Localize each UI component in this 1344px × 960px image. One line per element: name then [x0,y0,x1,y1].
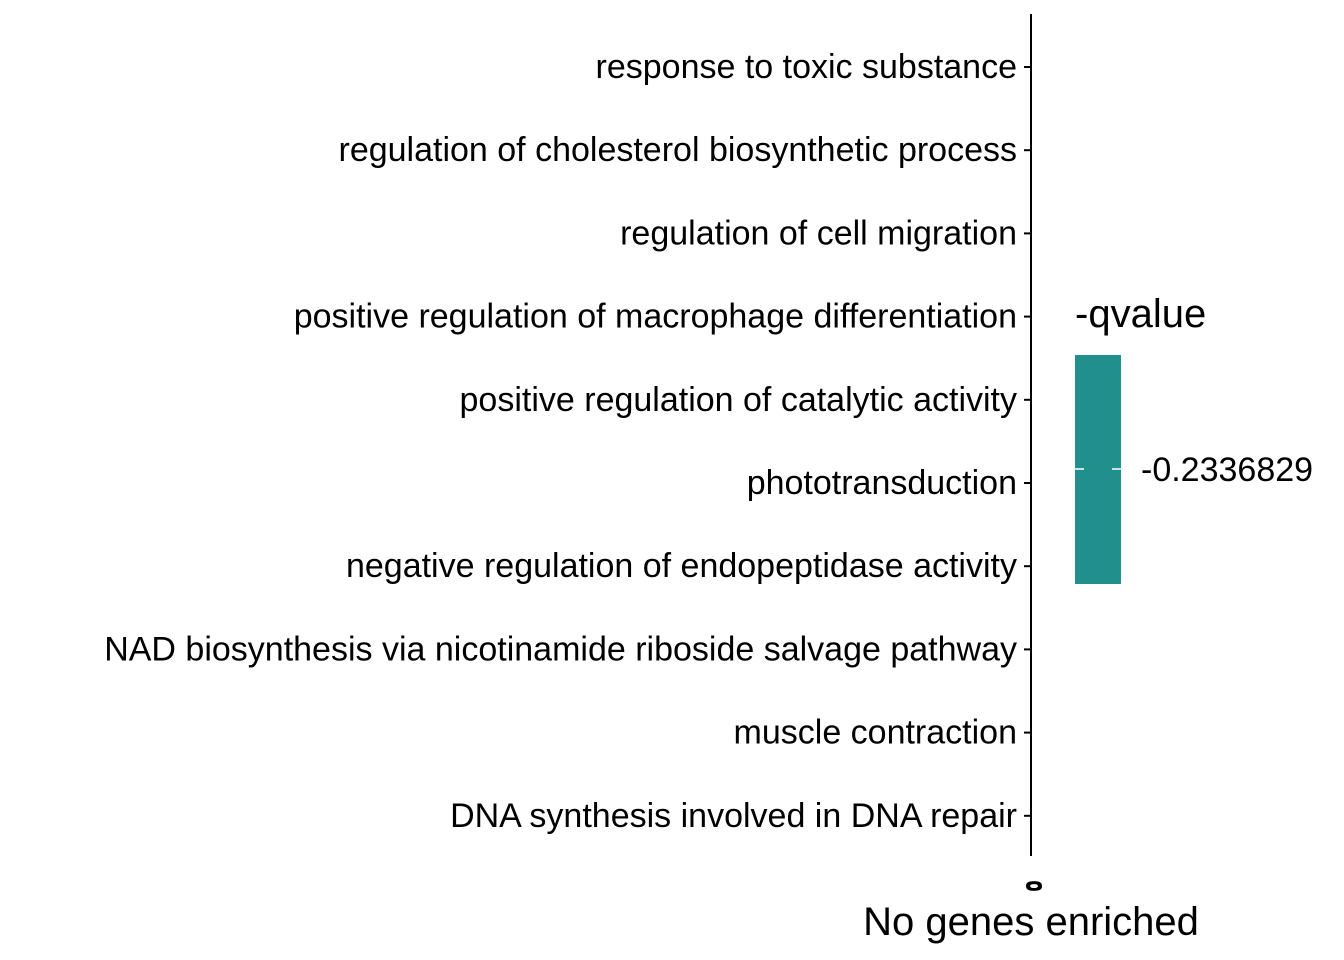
y-axis: response to toxic substance regulation of… [104,14,1032,856]
y-tick-label: negative regulation of endopeptidase act… [346,547,1017,585]
y-tick-label: DNA synthesis involved in DNA repair [450,797,1017,835]
y-tick-label: muscle contraction [734,714,1017,752]
x-tick-label: 0 [1023,880,1045,891]
x-tick-label: 0 [1021,880,1043,891]
legend-value-label: -0.2336829 [1141,451,1313,489]
y-tick-label: positive regulation of macrophage differ… [294,298,1017,336]
y-tick-label: phototransduction [747,464,1017,502]
y-tick-label: NAD biosynthesis via nicotinamide ribosi… [104,630,1017,668]
legend-title: -qvalue [1075,292,1206,336]
y-tick-label: positive regulation of catalytic activit… [460,381,1017,419]
y-tick-label: response to toxic substance [596,48,1017,86]
x-axis-label: No genes enriched [863,900,1199,944]
y-tick-label: regulation of cell migration [620,214,1017,252]
legend: -qvalue -0.2336829 [1075,292,1313,584]
y-tick-label: regulation of cholesterol biosynthetic p… [339,131,1018,169]
